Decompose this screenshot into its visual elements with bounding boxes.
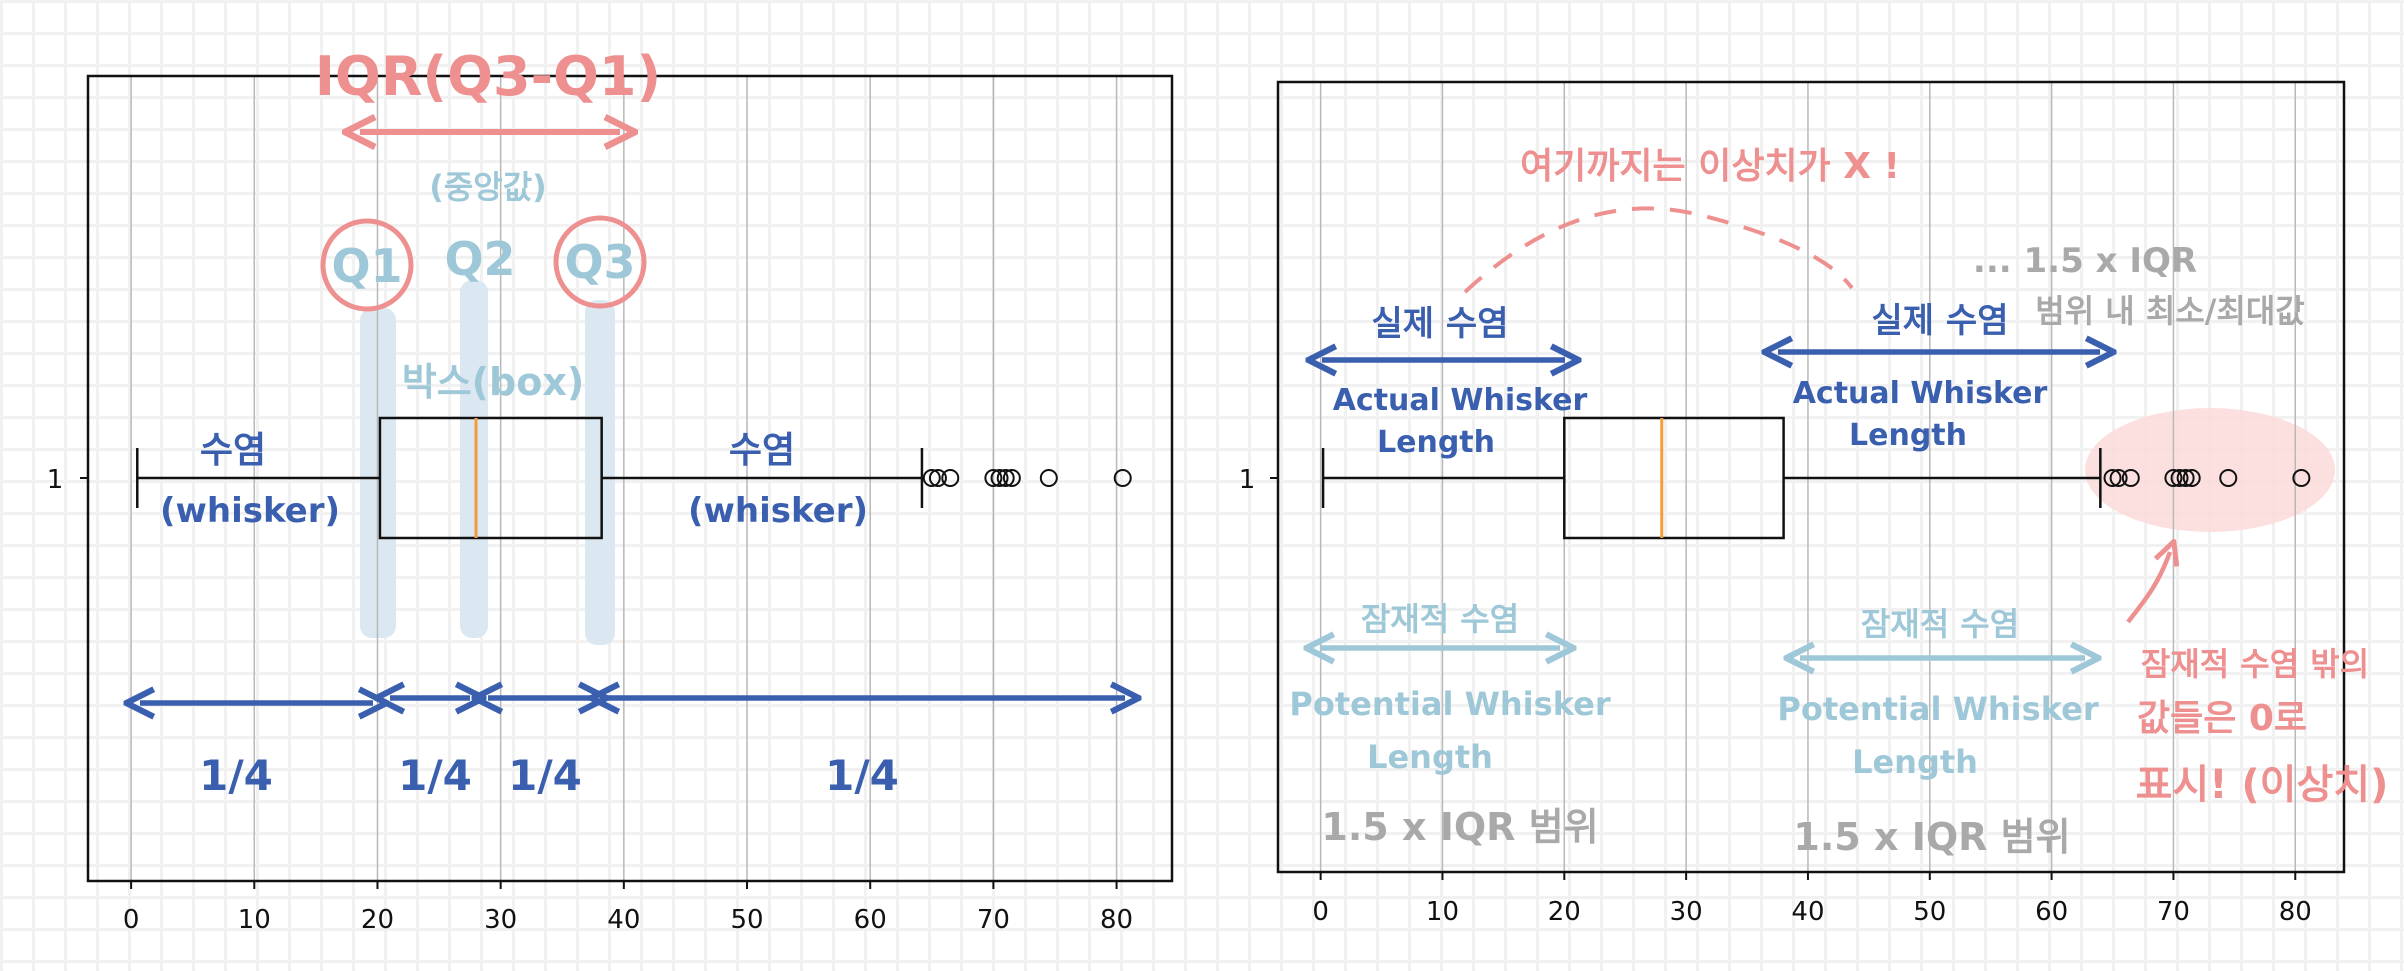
x-tick-label: 60 [2035, 897, 2068, 927]
x-tick-label: 20 [361, 905, 394, 935]
outlier-point [2292, 469, 2311, 487]
right-actual-en-1: Actual Whisker [1793, 376, 2048, 411]
q2-label: Q2 [444, 232, 515, 286]
x-tick-label: 10 [238, 905, 271, 935]
iqr-label: IQR(Q3-Q1) [315, 45, 661, 108]
left-whisker-en: (whisker) [160, 491, 340, 531]
outlier-point [984, 469, 1003, 487]
left-outliers [922, 469, 1132, 487]
outlier-point [2164, 469, 2183, 487]
x-tick-label: 30 [1670, 897, 1703, 927]
outlier-point [996, 469, 1015, 487]
outlier-point [922, 469, 941, 487]
right-potential-en-2: Length [1852, 743, 1978, 781]
right-panel: 0 10 20 30 40 50 60 70 80 1 여기까지는 이상치가 X ! ... 1… [1239, 80, 2389, 927]
left-potential-en-2: Length [1367, 738, 1493, 776]
x-tick-label: 80 [2279, 897, 2312, 927]
right-potential-kr: 잠재적 수염 [1861, 605, 2019, 643]
left-actual-kr: 실제 수염 [1372, 304, 1509, 344]
right-outliers [2103, 469, 2311, 487]
not-outlier-note: 여기까지는 이상치가 X ! [1520, 146, 1900, 187]
outlier-point [1002, 469, 1021, 487]
box-label: 박스(box) [402, 360, 584, 404]
quarter-label-3: 1/4 [508, 751, 582, 800]
x-tick-label: 50 [730, 905, 763, 935]
outside-note-3: 표시! (이상치) [2136, 762, 2389, 808]
outlier-point [2109, 469, 2128, 487]
right-potential-en-1: Potential Whisker [1777, 690, 2098, 728]
q3-circle [553, 215, 647, 309]
x-tick-label: 40 [1791, 897, 1824, 927]
q1-label: Q1 [331, 239, 402, 293]
left-y-tick-label: 1 [47, 465, 64, 495]
right-whisker-kr: 수염 [729, 430, 795, 471]
left-boxplot [136, 416, 924, 540]
x-tick-label: 0 [1312, 897, 1329, 927]
left-potential-en-1: Potential Whisker [1289, 685, 1610, 723]
x-tick-label: 10 [1426, 897, 1459, 927]
q3-highlight [585, 300, 615, 645]
q1-circle [320, 218, 414, 312]
x-tick-label: 40 [607, 905, 640, 935]
outlier-point [2121, 469, 2140, 487]
x-tick-label: 50 [1913, 897, 1946, 927]
left-range-label: 1.5 x IQR 범위 [1321, 805, 1598, 849]
right-boxplot [1321, 416, 2102, 540]
not-outlier-curve [1463, 206, 1854, 294]
left-actual-en-1: Actual Whisker [1333, 383, 1588, 418]
left-panel: 0 10 20 30 40 50 60 70 80 1 IQR(Q3-Q1) (중앙값) Q1 … [47, 45, 1174, 935]
right-range-label: 1.5 x IQR 범위 [1793, 815, 2070, 859]
outlier-point [941, 469, 960, 487]
outlier-point [2103, 469, 2122, 487]
right-actual-kr: 실제 수염 [1872, 301, 2009, 341]
outlier-point [2176, 469, 2195, 487]
range-note-2: 범위 내 최소/최대값 [2035, 292, 2305, 330]
quarter-label-4: 1/4 [825, 751, 899, 800]
outlier-point [990, 469, 1009, 487]
q3-label: Q3 [564, 235, 635, 289]
quarter-label-2: 1/4 [398, 751, 472, 800]
right-y-tick-label: 1 [1239, 465, 1256, 495]
x-tick-label: 60 [854, 905, 887, 935]
outlier-highlight [2085, 408, 2335, 532]
x-tick-label: 70 [2157, 897, 2190, 927]
left-x-ticks: 0 10 20 30 40 50 60 70 80 [123, 881, 1133, 935]
outlier-pointer [2126, 552, 2170, 624]
left-actual-en-2: Length [1377, 425, 1495, 460]
x-tick-label: 70 [977, 905, 1010, 935]
right-whisker-en: (whisker) [688, 491, 868, 531]
outlier-point [1039, 469, 1058, 487]
right-actual-en-2: Length [1849, 418, 1967, 453]
left-potential-kr: 잠재적 수염 [1361, 600, 1519, 638]
median-note: (중앙값) [429, 168, 547, 206]
right-x-ticks: 0 10 20 30 40 50 60 70 80 [1312, 872, 2312, 927]
iqr-box [378, 416, 603, 540]
outlier-point [2182, 469, 2201, 487]
iqr-box [1563, 416, 1785, 540]
outside-note-2: 값들은 0로 [2137, 698, 2307, 739]
outlier-point [2170, 469, 2189, 487]
x-tick-label: 30 [484, 905, 517, 935]
outlier-point [928, 469, 947, 487]
outlier-point [2219, 469, 2238, 487]
x-tick-label: 80 [1100, 905, 1133, 935]
left-whisker-kr: 수염 [200, 430, 266, 471]
x-tick-label: 20 [1548, 897, 1581, 927]
quarter-label-1: 1/4 [199, 751, 273, 800]
q2-highlight [460, 280, 488, 638]
range-note-1: ... 1.5 x IQR [1973, 241, 2197, 281]
outside-note-1: 잠재적 수염 밖의 [2141, 645, 2369, 683]
outlier-point [1113, 469, 1132, 487]
x-tick-label: 0 [123, 905, 140, 935]
